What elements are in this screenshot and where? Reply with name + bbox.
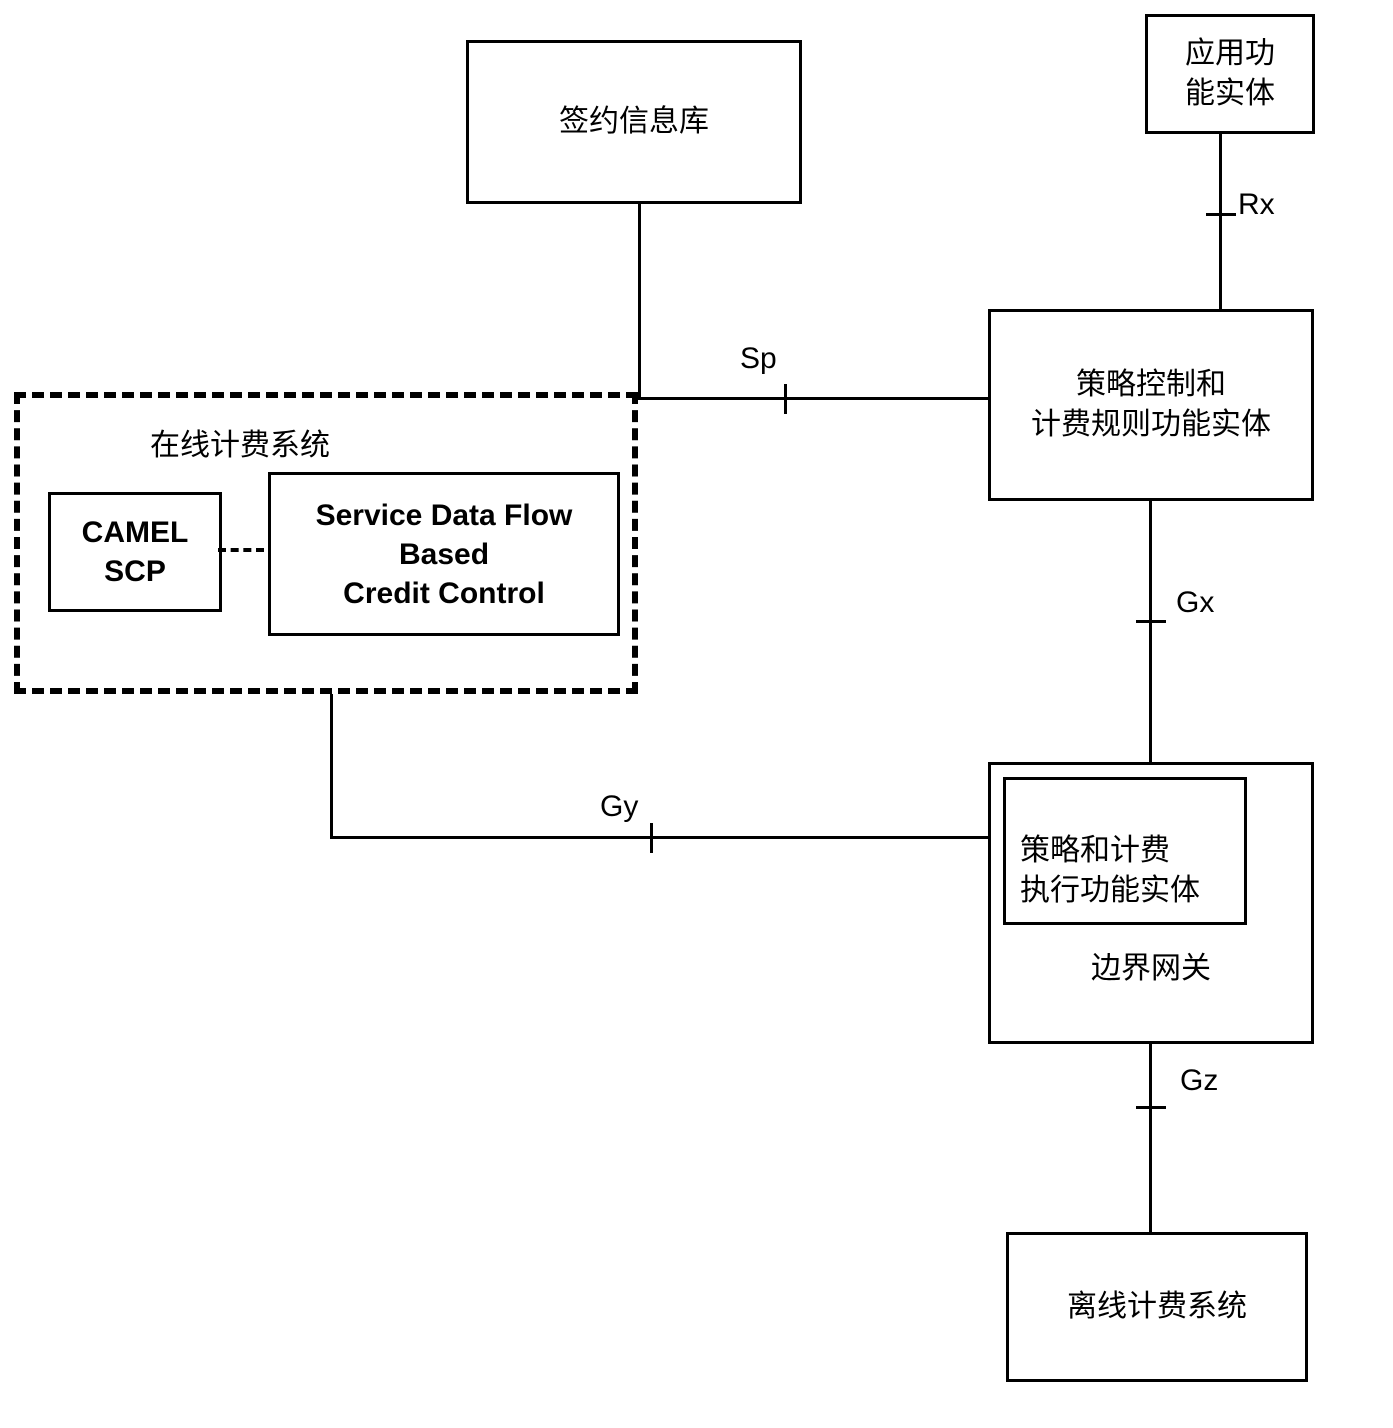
sp-line-horiz — [638, 397, 988, 400]
gateway-label: 边界网关 — [1003, 943, 1299, 987]
ocs-group-title: 在线计费系统 — [150, 420, 330, 464]
rx-label: Rx — [1238, 188, 1275, 222]
ofcs-box: 离线计费系统 — [1006, 1232, 1308, 1382]
pcrf-box: 策略控制和 计费规则功能实体 — [988, 309, 1314, 501]
gy-tick — [650, 823, 653, 853]
pcef-label: 策略和计费 执行功能实体 — [1020, 834, 1200, 908]
camel-scp-label: CAMEL SCP — [82, 513, 189, 591]
rx-tick — [1206, 213, 1236, 216]
pcrf-label: 策略控制和 计费规则功能实体 — [1031, 365, 1271, 446]
camel-sdf-dashed-line — [218, 548, 264, 552]
af-box: 应用功 能实体 — [1145, 14, 1315, 134]
gy-line-horiz — [330, 836, 988, 839]
ofcs-label: 离线计费系统 — [1067, 1287, 1247, 1328]
ocs-group-box: 在线计费系统 CAMEL SCP Service Data Flow Based… — [14, 392, 638, 694]
gx-label: Gx — [1176, 586, 1214, 620]
gateway-box: 策略和计费 执行功能实体 边界网关 — [988, 762, 1314, 1044]
gy-label: Gy — [600, 790, 638, 824]
sdf-credit-control-box: Service Data Flow Based Credit Control — [268, 472, 620, 636]
sp-line-vert — [638, 204, 641, 399]
spr-label: 签约信息库 — [559, 102, 709, 143]
af-label: 应用功 能实体 — [1185, 34, 1275, 115]
camel-scp-box: CAMEL SCP — [48, 492, 222, 612]
sp-label: Sp — [740, 342, 777, 376]
gx-line — [1149, 501, 1152, 762]
sdf-label: Service Data Flow Based Credit Control — [316, 496, 573, 613]
spr-box: 签约信息库 — [466, 40, 802, 204]
rx-line — [1219, 134, 1222, 309]
sp-tick — [784, 384, 787, 414]
gy-line-vert — [330, 694, 333, 838]
gz-line — [1149, 1044, 1152, 1232]
pcef-inner-box: 策略和计费 执行功能实体 — [1003, 777, 1247, 925]
gx-tick — [1136, 620, 1166, 623]
gz-label: Gz — [1180, 1064, 1218, 1098]
gz-tick — [1136, 1106, 1166, 1109]
